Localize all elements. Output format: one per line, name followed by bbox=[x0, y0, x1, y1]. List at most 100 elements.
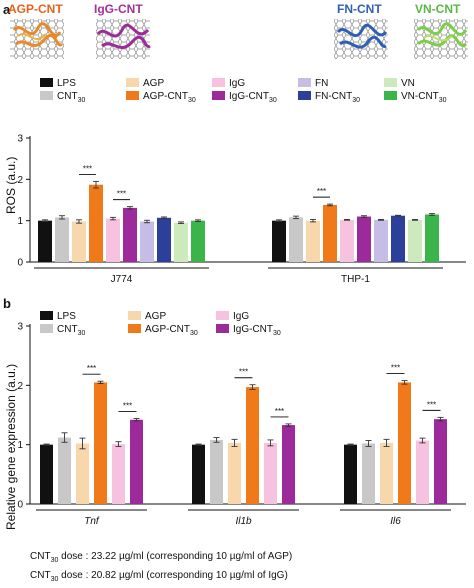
bar-igg-cnt30-thp-1 bbox=[357, 216, 371, 262]
legend-label-cnt30: CNT30 bbox=[57, 324, 85, 337]
significance-label: *** bbox=[239, 368, 248, 377]
chart-panel-a: LPS AGP IgG FN VN CNT30 AGP-CNT30 IgG-CNT30 FN-C… bbox=[17, 78, 466, 285]
legend-swatch-igg bbox=[212, 78, 225, 87]
bar-fn-cnt30-thp-1 bbox=[391, 215, 405, 262]
bar-agp-cnt30-il1b bbox=[246, 387, 259, 504]
bar-cnt30-j774 bbox=[55, 217, 69, 262]
legend-label-igg-cnt30: IgG-CNT30 bbox=[233, 324, 281, 337]
bar-agp-il6 bbox=[380, 442, 393, 504]
vn-cnt-illustration bbox=[414, 19, 468, 59]
legend-label-cnt30: CNT30 bbox=[57, 91, 85, 104]
bar-lps-thp-1 bbox=[272, 220, 286, 262]
bar-agp-il1b bbox=[228, 442, 241, 504]
legend-swatch-agp-cnt30 bbox=[128, 324, 141, 333]
bar-fn-thp-1 bbox=[374, 219, 388, 262]
bar-vn-cnt30-j774 bbox=[191, 220, 205, 262]
legend-label-agp-cnt30: AGP-CNT30 bbox=[145, 324, 198, 337]
bar-fn-cnt30-j774 bbox=[157, 217, 171, 262]
legend-label-agp: AGP bbox=[143, 78, 164, 89]
bar-cnt30-il1b bbox=[210, 439, 223, 504]
bar-igg-cnt30-tnf bbox=[130, 419, 143, 504]
bar-agp-thp-1 bbox=[306, 220, 320, 262]
legend-label-igg-cnt30: IgG-CNT30 bbox=[229, 91, 277, 104]
bar-agp-tnf bbox=[76, 443, 89, 504]
bar-vn-thp-1 bbox=[408, 219, 422, 262]
nanotube-illustrations bbox=[10, 19, 468, 59]
significance-label: *** bbox=[427, 400, 436, 409]
dose-note-agp: CNT30 dose : 23.22 µg/ml (corresponding … bbox=[30, 551, 293, 564]
bar-lps-tnf bbox=[40, 444, 53, 504]
legend-swatch-cnt30 bbox=[40, 324, 53, 333]
bar-cnt30-tnf bbox=[58, 437, 71, 504]
legend-swatch-agp bbox=[128, 311, 141, 320]
bar-agp-j774 bbox=[72, 221, 86, 262]
legend-swatch-cnt30 bbox=[40, 91, 53, 100]
panel-a-label: a bbox=[3, 2, 11, 17]
legend-swatch-lps bbox=[40, 311, 53, 320]
group-label-thp-1: THP-1 bbox=[341, 274, 370, 285]
igg-cnt-illustration bbox=[96, 19, 151, 59]
y-tick-label: 2 bbox=[17, 381, 23, 392]
group-label-j774: J774 bbox=[111, 274, 133, 285]
legend-swatch-fn bbox=[298, 78, 311, 87]
dose-note-igg: CNT30 dose : 20.82 µg/ml (corresponding … bbox=[30, 570, 288, 583]
agp-cnt-illustration bbox=[10, 19, 64, 59]
legend-label-vn: VN bbox=[401, 78, 415, 89]
legend-swatch-fn-cnt30 bbox=[298, 91, 311, 100]
bar-agp-cnt30-thp-1 bbox=[323, 204, 337, 262]
group-label-tnf: Tnf bbox=[84, 516, 100, 527]
bar-lps-il6 bbox=[344, 444, 357, 504]
legend-label-igg: IgG bbox=[229, 78, 245, 89]
legend-swatch-vn-cnt30 bbox=[384, 91, 397, 100]
legend-swatch-vn bbox=[384, 78, 397, 87]
significance-label: *** bbox=[123, 402, 132, 411]
bar-vn-cnt30-thp-1 bbox=[425, 214, 439, 262]
fn-cnt-illustration bbox=[334, 19, 388, 59]
bar-igg-cnt30-il1b bbox=[282, 425, 295, 504]
bar-igg-tnf bbox=[112, 444, 125, 504]
legend-label-lps: LPS bbox=[57, 78, 76, 89]
legend-label-agp: AGP bbox=[145, 311, 166, 322]
bar-igg-thp-1 bbox=[340, 219, 354, 262]
y-tick-label: 3 bbox=[17, 134, 23, 145]
y-tick-label: 0 bbox=[17, 500, 23, 511]
bar-igg-il1b bbox=[264, 442, 277, 504]
chart-panel-b: LPS AGP IgG CNT30 AGP-CNT30 IgG-CNT30 0 1 2 3 *** *… bbox=[17, 311, 466, 527]
bar-fn-j774 bbox=[140, 221, 154, 262]
vn-cnt-label: VN-CNT bbox=[415, 2, 461, 16]
igg-cnt-label: IgG-CNT bbox=[94, 2, 143, 16]
significance-label: *** bbox=[87, 364, 96, 373]
legend-swatch-igg-cnt30 bbox=[216, 324, 229, 333]
y-tick-label: 1 bbox=[17, 440, 23, 451]
legend-swatch-igg bbox=[216, 311, 229, 320]
bar-igg-cnt30-j774 bbox=[123, 207, 137, 262]
group-label-il1b: Il1b bbox=[235, 516, 252, 527]
bar-agp-cnt30-j774 bbox=[89, 184, 103, 262]
legend-swatch-agp bbox=[126, 78, 139, 87]
bar-lps-il1b bbox=[192, 444, 205, 504]
group-label-il6: Il6 bbox=[390, 516, 401, 527]
legend-swatch-igg-cnt30 bbox=[212, 91, 225, 100]
legend-label-fn-cnt30: FN-CNT30 bbox=[315, 91, 360, 104]
legend-label-igg: IgG bbox=[233, 311, 249, 322]
bar-igg-j774 bbox=[106, 218, 120, 262]
bar-agp-cnt30-tnf bbox=[94, 382, 107, 504]
y-tick-label: 0 bbox=[17, 258, 23, 269]
significance-label: *** bbox=[391, 364, 400, 373]
panel-b-label: b bbox=[3, 296, 11, 311]
legend-label-agp-cnt30: AGP-CNT30 bbox=[143, 91, 196, 104]
significance-label: *** bbox=[117, 190, 126, 199]
bar-igg-il6 bbox=[416, 440, 429, 504]
legend-label-fn: FN bbox=[315, 78, 328, 89]
fn-cnt-label: FN-CNT bbox=[337, 2, 382, 16]
significance-label: *** bbox=[317, 187, 326, 196]
bar-vn-j774 bbox=[174, 222, 188, 262]
significance-label: *** bbox=[275, 407, 284, 416]
bar-lps-j774 bbox=[38, 220, 52, 262]
agp-cnt-label: AGP-CNT bbox=[8, 2, 63, 16]
legend-label-vn-cnt30: VN-CNT30 bbox=[401, 91, 447, 104]
bar-igg-cnt30-il6 bbox=[434, 419, 447, 504]
y-tick-label: 2 bbox=[17, 175, 23, 186]
legend-swatch-lps bbox=[40, 78, 53, 87]
y-tick-label: 1 bbox=[17, 216, 23, 227]
